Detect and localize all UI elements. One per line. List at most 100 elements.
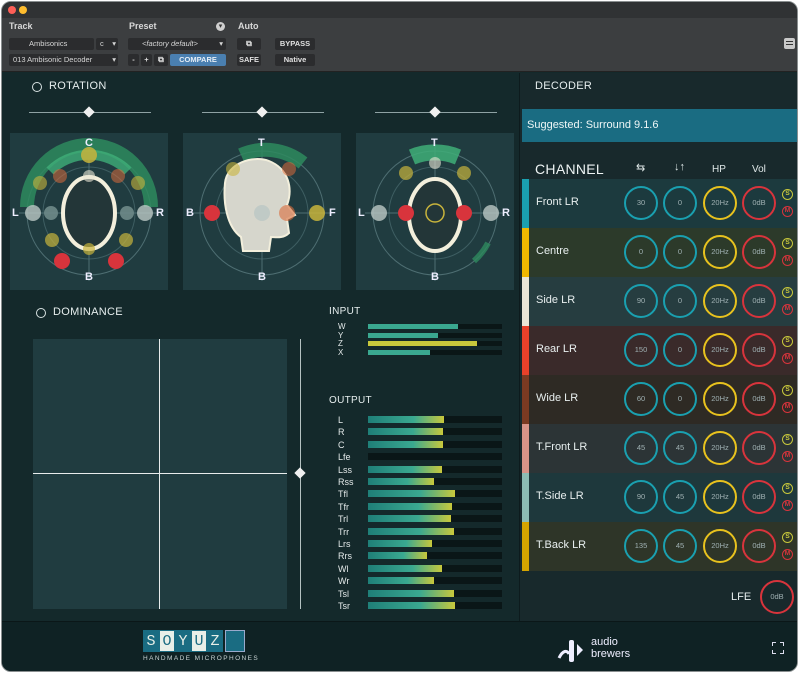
solo-button[interactable]: S — [782, 189, 793, 200]
channel-row: Front LR 30 0 20Hz 0dB S M — [522, 179, 797, 228]
roll-slider-handle[interactable] — [429, 106, 441, 118]
volume-knob[interactable]: 0dB — [742, 235, 776, 269]
high-pass-knob[interactable]: 20Hz — [703, 235, 737, 269]
side-view-graphic — [192, 142, 332, 281]
track-name-select[interactable]: 013 Ambisonic Decoder ▾ — [9, 54, 118, 66]
dominance-level-handle[interactable] — [294, 467, 306, 479]
audio-brewers-logo: audio brewers — [555, 636, 630, 669]
azimuth-knob[interactable]: 90 — [624, 480, 658, 514]
solo-button[interactable]: S — [782, 434, 793, 445]
track-format-select[interactable]: Ambisonics — [9, 38, 94, 50]
volume-knob[interactable]: 0dB — [742, 529, 776, 563]
high-pass-knob[interactable]: 20Hz — [703, 333, 737, 367]
decoder-title: DECODER — [535, 80, 593, 92]
elevation-knob[interactable]: 0 — [663, 333, 697, 367]
suggested-layout-button[interactable]: Suggested: Surround 9.1.6 — [522, 109, 797, 142]
front-view-left-label: L — [12, 207, 19, 219]
output-meter-label: Trr — [338, 526, 350, 537]
volume-knob[interactable]: 0dB — [742, 333, 776, 367]
channel-color-bar — [522, 424, 529, 473]
high-pass-knob[interactable]: 20Hz — [703, 480, 737, 514]
azimuth-knob[interactable]: 0 — [624, 235, 658, 269]
expand-icon[interactable] — [772, 642, 784, 654]
channel-color-bar — [522, 375, 529, 424]
preset-label: Preset — [129, 21, 157, 31]
input-meter — [368, 349, 502, 355]
output-meter-label: Tfr — [338, 501, 349, 512]
azimuth-knob[interactable]: 135 — [624, 529, 658, 563]
preset-minus-button[interactable]: - — [128, 54, 139, 66]
track-channel-select[interactable]: c ▾ — [96, 38, 118, 50]
output-meter-label: Wr — [338, 576, 350, 587]
channel-row: Wide LR 60 0 20Hz 0dB S M — [522, 375, 797, 424]
menu-icon[interactable] — [784, 38, 795, 49]
close-window-button[interactable] — [8, 6, 16, 14]
output-meter — [368, 552, 502, 560]
high-pass-knob[interactable]: 20Hz — [703, 382, 737, 416]
yaw-slider-handle[interactable] — [83, 106, 95, 118]
elevation-knob[interactable]: 45 — [663, 529, 697, 563]
elevation-knob[interactable]: 45 — [663, 480, 697, 514]
solo-button[interactable]: S — [782, 287, 793, 298]
elevation-knob[interactable]: 45 — [663, 431, 697, 465]
solo-button[interactable]: S — [782, 483, 793, 494]
copy-settings-button[interactable]: ⧉ — [154, 54, 168, 66]
solo-button[interactable]: S — [782, 385, 793, 396]
channel-row: Side LR 90 0 20Hz 0dB S M — [522, 277, 797, 326]
output-meter — [368, 577, 502, 585]
solo-button[interactable]: S — [782, 336, 793, 347]
volume-knob[interactable]: 0dB — [742, 382, 776, 416]
minimize-window-button[interactable] — [19, 6, 27, 14]
volume-knob[interactable]: 0dB — [742, 480, 776, 514]
track-label: Track — [9, 21, 33, 31]
channel-color-bar — [522, 522, 529, 571]
elevation-knob[interactable]: 0 — [663, 284, 697, 318]
azimuth-knob[interactable]: 150 — [624, 333, 658, 367]
mute-button[interactable]: M — [782, 353, 793, 364]
input-meter-fill — [368, 341, 477, 346]
automation-button[interactable]: ⧉ — [237, 38, 261, 50]
mute-button[interactable]: M — [782, 402, 793, 413]
mute-button[interactable]: M — [782, 451, 793, 462]
mute-button[interactable]: M — [782, 304, 793, 315]
output-meter-fill — [368, 490, 456, 498]
azimuth-knob[interactable]: 30 — [624, 186, 658, 220]
azimuth-knob[interactable]: 60 — [624, 382, 658, 416]
mute-button[interactable]: M — [782, 549, 793, 560]
rotation-toggle[interactable] — [32, 82, 42, 92]
input-meter-fill — [368, 332, 438, 338]
preset-menu-icon[interactable]: ▾ — [216, 22, 225, 31]
solo-button[interactable]: S — [782, 238, 793, 249]
elevation-knob[interactable]: 0 — [663, 186, 697, 220]
plugin-body: ROTATION — [2, 73, 797, 671]
channel-row: T.Back LR 135 45 20Hz 0dB S M — [522, 522, 797, 571]
preset-select[interactable]: <factory default> ▾ — [128, 38, 226, 50]
mute-button[interactable]: M — [782, 206, 793, 217]
mute-button[interactable]: M — [782, 255, 793, 266]
high-pass-knob[interactable]: 20Hz — [703, 431, 737, 465]
elevation-knob[interactable]: 0 — [663, 382, 697, 416]
solo-button[interactable]: S — [782, 532, 793, 543]
mute-button[interactable]: M — [782, 500, 793, 511]
volume-knob[interactable]: 0dB — [742, 431, 776, 465]
volume-knob[interactable]: 0dB — [742, 186, 776, 220]
chevron-down-icon: ▾ — [112, 55, 116, 64]
high-pass-knob[interactable]: 20Hz — [703, 284, 737, 318]
dominance-pad[interactable] — [33, 339, 287, 609]
output-meter — [368, 602, 502, 609]
azimuth-knob[interactable]: 45 — [624, 431, 658, 465]
lfe-volume-knob[interactable]: 0dB — [760, 580, 794, 614]
safe-button[interactable]: SAFE — [237, 54, 261, 66]
volume-knob[interactable]: 0dB — [742, 284, 776, 318]
dominance-toggle[interactable] — [36, 308, 46, 318]
high-pass-knob[interactable]: 20Hz — [703, 186, 737, 220]
bypass-button[interactable]: BYPASS — [275, 38, 315, 50]
high-pass-knob[interactable]: 20Hz — [703, 529, 737, 563]
native-button[interactable]: Native — [275, 54, 315, 66]
elevation-knob[interactable]: 0 — [663, 235, 697, 269]
azimuth-knob[interactable]: 90 — [624, 284, 658, 318]
preset-plus-button[interactable]: + — [141, 54, 152, 66]
compare-button[interactable]: COMPARE — [170, 54, 226, 66]
pitch-slider-handle[interactable] — [256, 106, 268, 118]
